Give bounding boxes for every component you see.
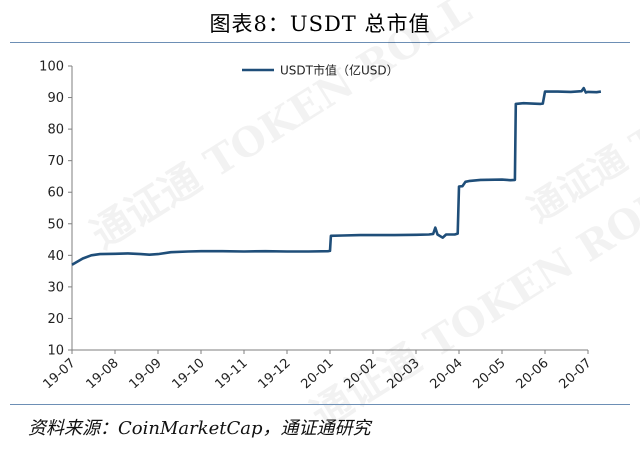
y-tick-label: 30 [47, 280, 64, 295]
x-tick-label: 19-08 [84, 356, 122, 392]
x-tick-label: 19-07 [41, 356, 79, 392]
series-line-usdt-market-cap [71, 86, 602, 266]
y-tick-label: 90 [47, 91, 64, 106]
x-tick-label: 19-10 [170, 356, 208, 392]
x-tick-label: 19-09 [127, 356, 165, 392]
y-tick-label: 80 [47, 123, 64, 138]
x-tick-label: 20-04 [428, 356, 466, 392]
title-divider [10, 42, 630, 43]
legend-label: USDT市值（亿USD） [280, 63, 399, 78]
x-tick-label: 20-05 [471, 356, 509, 392]
y-tick-label: 60 [47, 186, 64, 201]
source-note: 资料来源：CoinMarketCap，通证通研究 [28, 418, 371, 439]
x-tick-label: 19-11 [213, 356, 251, 392]
x-tick-label: 19-12 [256, 356, 294, 392]
y-tick-label: 20 [47, 312, 64, 327]
y-tick-label: 10 [47, 344, 64, 359]
x-tick-label: 20-01 [299, 356, 337, 392]
x-tick-label: 20-02 [342, 356, 380, 392]
y-tick-label: 100 [39, 60, 64, 75]
y-tick-label: 70 [47, 154, 64, 169]
y-tick-label: 40 [47, 249, 64, 264]
page-title: 图表8：USDT 总市值 [209, 12, 431, 36]
y-tick-label: 50 [47, 217, 64, 232]
x-tick-label: 20-03 [385, 356, 423, 392]
x-tick-label: 20-07 [557, 356, 595, 392]
source-divider [10, 404, 630, 405]
x-tick-label: 20-06 [514, 356, 552, 392]
